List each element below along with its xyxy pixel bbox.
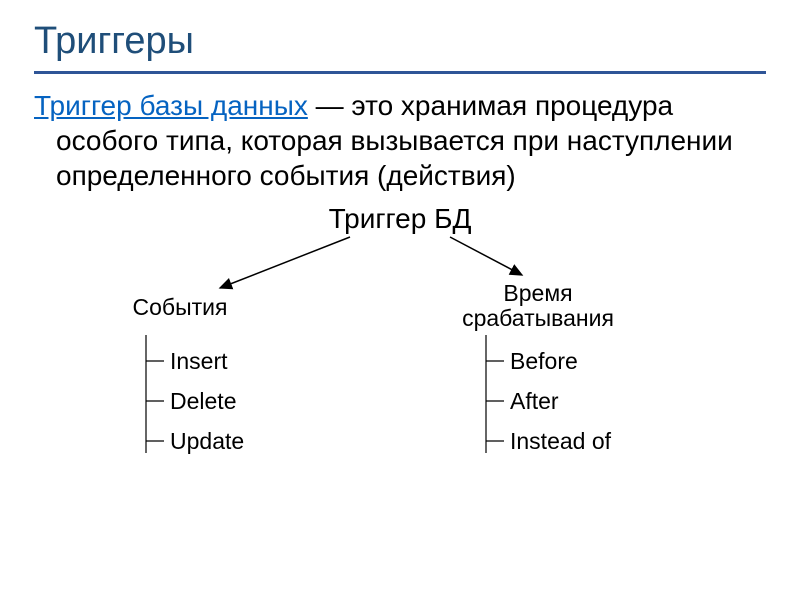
trigger-diagram: Триггер БД События Время срабатывания In… [80, 203, 720, 493]
definition-paragraph: Триггер базы данных — это хранимая проце… [34, 88, 766, 193]
arrow-root-left [220, 237, 350, 288]
diagram-arrows-svg [80, 203, 720, 493]
arrow-root-right [450, 237, 522, 275]
title-divider [34, 71, 766, 74]
slide-title: Триггеры [34, 20, 766, 63]
bracket-right [486, 335, 504, 453]
definition-link[interactable]: Триггер базы данных [34, 90, 308, 121]
bracket-left [146, 335, 164, 453]
slide: Триггеры Триггер базы данных — это храни… [0, 0, 800, 600]
